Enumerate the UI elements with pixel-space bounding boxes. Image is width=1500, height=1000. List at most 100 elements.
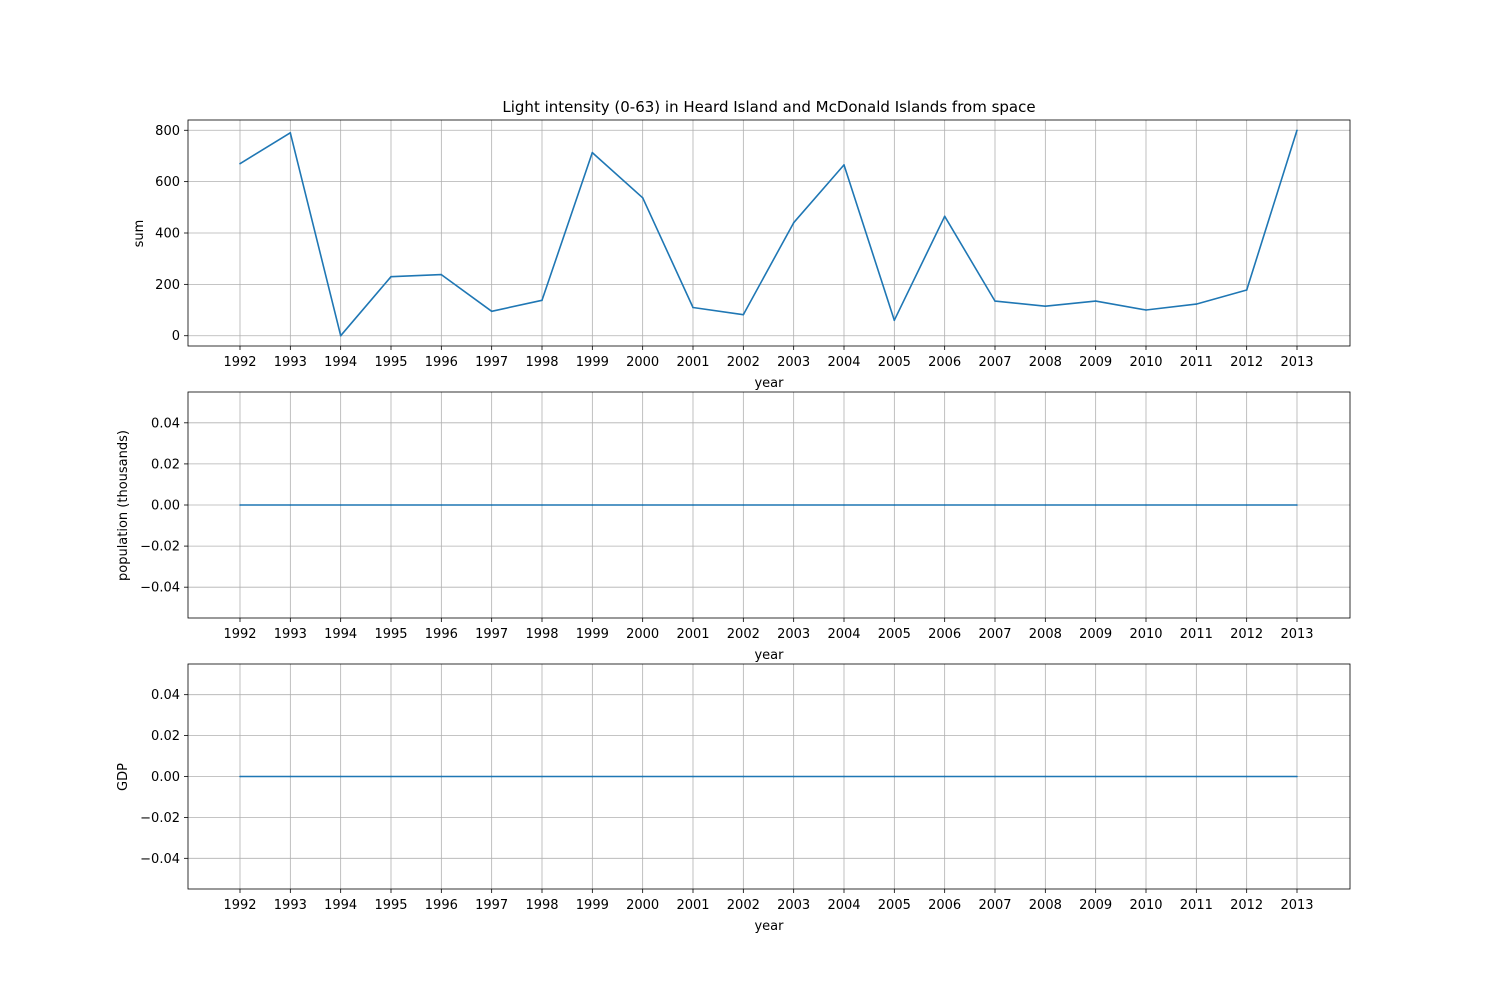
data-point bbox=[742, 775, 745, 778]
x-tick-label: 2004 bbox=[827, 627, 860, 642]
x-tick-label: 1994 bbox=[324, 898, 357, 913]
y-tick-label: −0.02 bbox=[140, 540, 180, 555]
data-point bbox=[490, 775, 493, 778]
x-tick-label: 1996 bbox=[425, 355, 458, 370]
x-tick-label: 2004 bbox=[827, 355, 860, 370]
data-point bbox=[792, 775, 795, 778]
data-point bbox=[994, 775, 996, 778]
data-point bbox=[1145, 309, 1147, 311]
series-line bbox=[239, 130, 1298, 337]
x-tick-label: 2007 bbox=[978, 355, 1011, 370]
y-tick-label: −0.04 bbox=[140, 852, 180, 867]
chart-title: Light intensity (0-63) in Heard Island a… bbox=[502, 98, 1035, 116]
data-point bbox=[1296, 504, 1298, 506]
data-point bbox=[440, 775, 443, 778]
x-tick-label: 2007 bbox=[978, 627, 1011, 642]
x-tick-label: 2000 bbox=[626, 627, 659, 642]
x-tick-label: 2011 bbox=[1180, 627, 1213, 642]
x-tick-label: 2003 bbox=[777, 355, 810, 370]
data-point bbox=[1195, 504, 1198, 506]
data-point bbox=[1145, 775, 1147, 778]
data-point bbox=[994, 504, 996, 506]
data-point bbox=[339, 504, 342, 506]
data-point bbox=[339, 775, 342, 778]
x-tick-label: 1998 bbox=[525, 355, 558, 370]
data-point bbox=[541, 775, 543, 778]
data-point bbox=[1044, 305, 1047, 307]
x-tick-label: 1995 bbox=[374, 898, 407, 913]
data-point bbox=[692, 504, 694, 506]
data-point bbox=[239, 504, 241, 506]
x-tick-label: 2013 bbox=[1280, 627, 1313, 642]
x-tick-label: 2004 bbox=[827, 898, 860, 913]
y-axis-label: population (thousands) bbox=[116, 430, 131, 581]
data-point bbox=[692, 775, 694, 778]
x-tick-label: 1992 bbox=[223, 898, 256, 913]
x-tick-label: 1997 bbox=[475, 898, 508, 913]
x-tick-label: 2009 bbox=[1079, 898, 1112, 913]
x-tick-label: 2011 bbox=[1180, 898, 1213, 913]
y-tick-label: 0.02 bbox=[151, 729, 180, 744]
x-tick-label: 2012 bbox=[1230, 627, 1263, 642]
x-tick-label: 2005 bbox=[878, 355, 911, 370]
y-tick-label: 0.00 bbox=[151, 770, 180, 785]
x-tick-label: 2008 bbox=[1029, 898, 1062, 913]
y-tick-label: 800 bbox=[155, 124, 180, 139]
data-point bbox=[641, 197, 644, 199]
data-point bbox=[1044, 775, 1047, 778]
x-tick-label: 1997 bbox=[475, 627, 508, 642]
x-tick-label: 2009 bbox=[1079, 627, 1112, 642]
y-tick-label: 0.00 bbox=[151, 499, 180, 514]
data-point bbox=[1195, 775, 1198, 778]
data-point bbox=[239, 775, 241, 778]
x-tick-label: 1996 bbox=[425, 898, 458, 913]
data-point bbox=[792, 221, 795, 224]
y-tick-label: 0.04 bbox=[151, 688, 180, 703]
y-tick-label: 600 bbox=[155, 175, 180, 190]
y-tick-label: −0.04 bbox=[140, 581, 180, 596]
x-tick-label: 2006 bbox=[928, 898, 961, 913]
data-point bbox=[1245, 775, 1248, 778]
data-point bbox=[289, 132, 292, 134]
data-point bbox=[843, 504, 845, 506]
x-tick-label: 2005 bbox=[878, 898, 911, 913]
data-point bbox=[641, 775, 644, 778]
data-point bbox=[591, 151, 594, 154]
x-tick-label: 1993 bbox=[274, 355, 307, 370]
data-point bbox=[1245, 289, 1248, 291]
x-axis-label: year bbox=[754, 919, 784, 934]
x-tick-label: 2011 bbox=[1180, 355, 1213, 370]
x-tick-label: 2013 bbox=[1280, 355, 1313, 370]
data-point bbox=[792, 504, 795, 506]
x-axis-label: year bbox=[754, 376, 784, 391]
x-tick-label: 1994 bbox=[324, 355, 357, 370]
gdp-panel: year GDP 1992 1993 1994 1995 1996 1997 1998 199… bbox=[116, 663, 1351, 934]
data-point bbox=[1245, 504, 1248, 506]
data-point bbox=[893, 775, 896, 778]
data-point bbox=[390, 504, 392, 506]
y-tick-label: 200 bbox=[155, 278, 180, 293]
y-tick-label: −0.02 bbox=[140, 811, 180, 826]
x-tick-label: 2010 bbox=[1129, 627, 1162, 642]
data-point bbox=[239, 162, 241, 165]
data-point bbox=[591, 504, 594, 506]
x-tick-label: 1996 bbox=[425, 627, 458, 642]
x-tick-label: 2007 bbox=[978, 898, 1011, 913]
data-point bbox=[1145, 504, 1147, 506]
x-tick-label: 1999 bbox=[576, 627, 609, 642]
plot-frame bbox=[187, 119, 1351, 347]
y-tick-label: 400 bbox=[155, 227, 180, 242]
x-tick-label: 1998 bbox=[525, 627, 558, 642]
x-tick-label: 2006 bbox=[928, 627, 961, 642]
data-point bbox=[440, 504, 443, 506]
x-tick-label: 2001 bbox=[676, 355, 709, 370]
x-axis-label: year bbox=[754, 648, 784, 663]
data-point bbox=[843, 775, 845, 778]
x-tick-label: 2008 bbox=[1029, 627, 1062, 642]
x-tick-label: 2002 bbox=[727, 898, 760, 913]
x-tick-label: 1999 bbox=[576, 898, 609, 913]
y-tick-label: 0 bbox=[172, 329, 180, 344]
data-point bbox=[1044, 504, 1047, 506]
x-tick-label: 2000 bbox=[626, 355, 659, 370]
